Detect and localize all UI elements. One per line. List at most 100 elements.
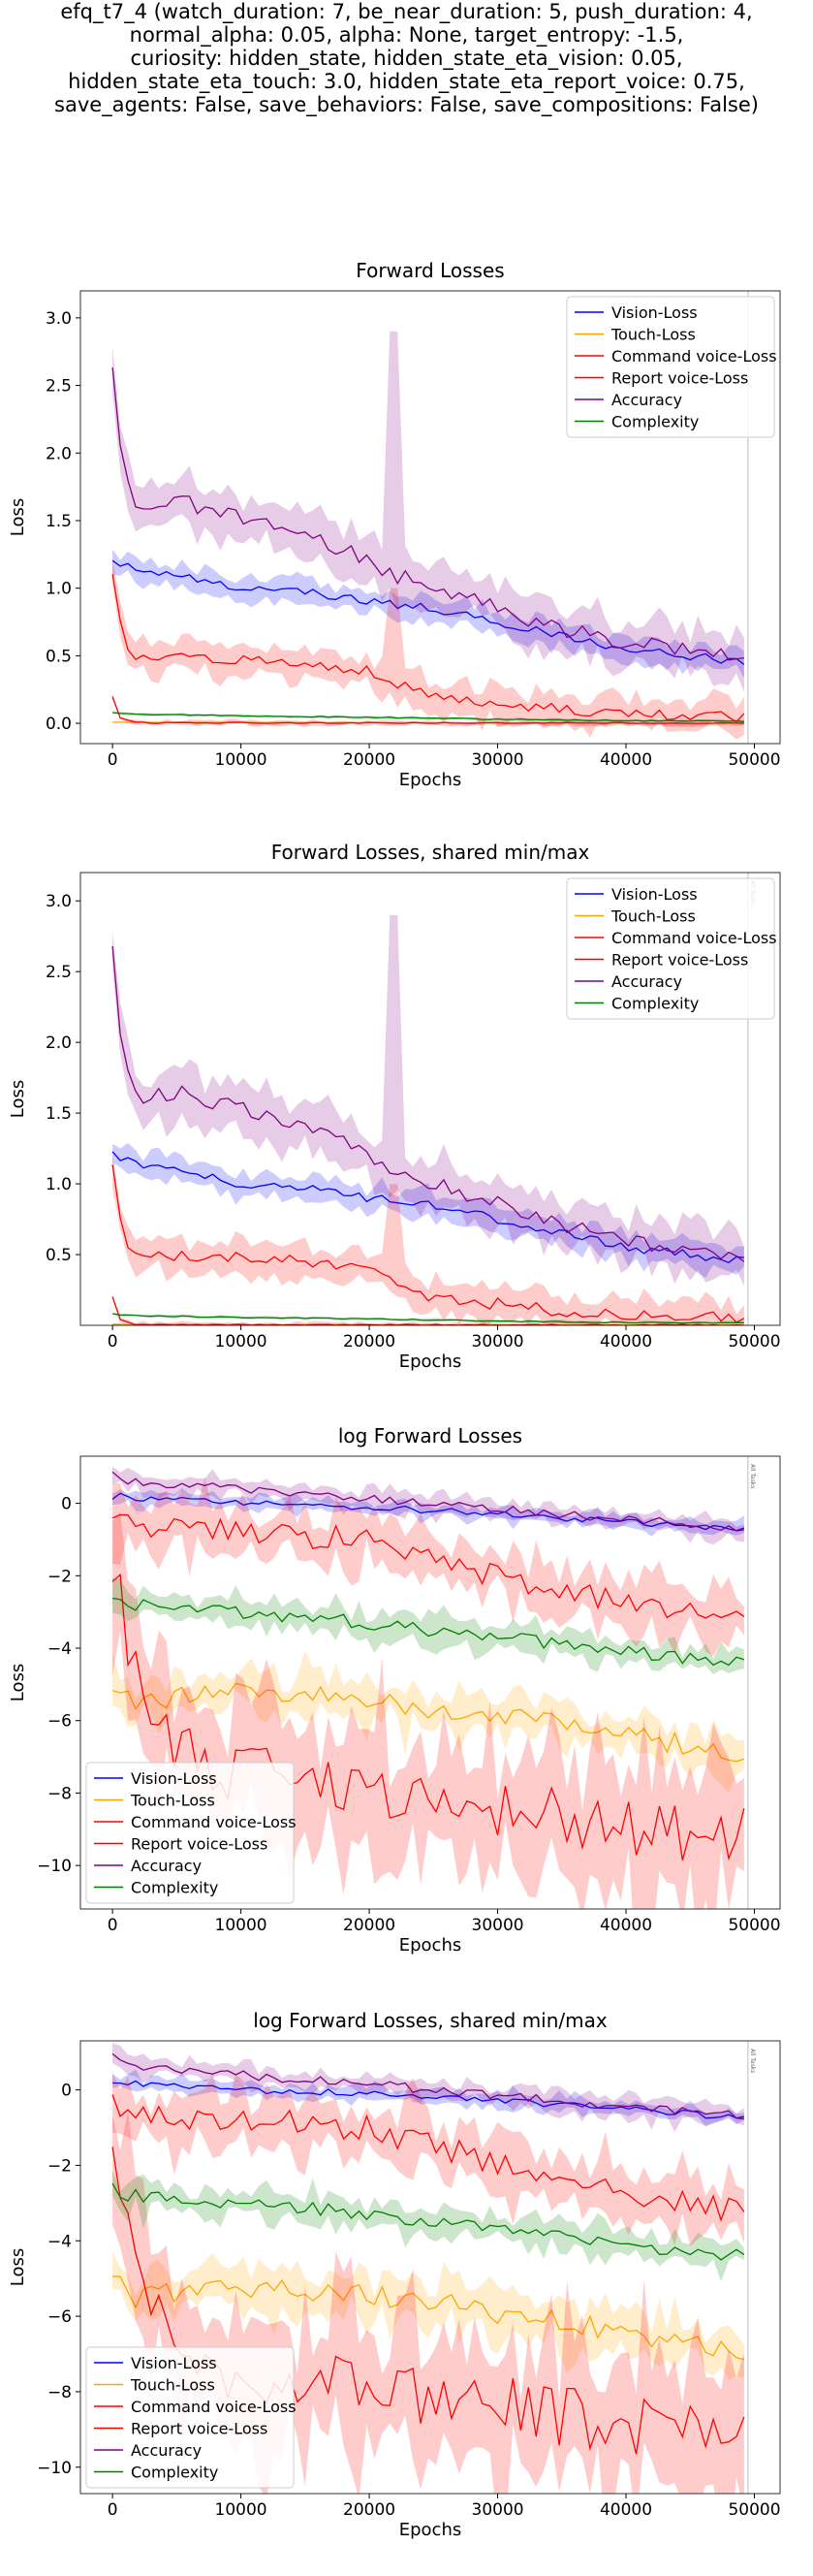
x-axis-label: Epochs [399, 1935, 462, 1956]
chart-title: log Forward Losses [338, 1427, 522, 1447]
y-tick-label: 2.0 [46, 444, 72, 463]
y-tick-label: 2.5 [46, 377, 72, 397]
task-marker-label: All Tasks [749, 1464, 756, 1488]
chart-title: Forward Losses, shared min/max [271, 843, 590, 864]
legend-entry: Touch-Loss [130, 1792, 215, 1810]
x-axis-label: Epochs [399, 770, 462, 790]
y-tick-label: −2 [47, 1567, 72, 1586]
forward-losses-chart: Forward Losses 0 10000 20000 30000 40000 50000… [8, 262, 781, 790]
x-tick-label: 40000 [600, 2500, 652, 2520]
series-line-accuracy [111, 1471, 744, 1532]
chart-title: log Forward Losses, shared min/max [253, 2012, 608, 2032]
legend-entry: Vision-Loss [611, 303, 698, 322]
figure-title-line: save_agents: False, save_behaviors: Fals… [54, 93, 759, 116]
legend: Vision-Loss Touch-Loss Command voice-Loss R… [566, 877, 777, 1020]
series-line-complexity [111, 2182, 745, 2261]
x-tick-label: 10000 [215, 750, 267, 770]
x-tick-label: 50000 [728, 1916, 780, 1935]
x-tick-label: 20000 [343, 1916, 395, 1935]
y-tick-label: 0 [61, 1495, 72, 1514]
series-band-vision [112, 549, 744, 679]
figure-title-line: hidden_state_eta_touch: 3.0, hidden_stat… [68, 70, 745, 93]
x-tick-label: 40000 [600, 1916, 652, 1935]
x-tick-label: 40000 [600, 750, 652, 770]
series-line-touch [112, 2275, 745, 2361]
legend-entry: Complexity [131, 2464, 218, 2482]
legend-box [566, 877, 775, 1020]
series-line-complexity [112, 712, 744, 723]
x-tick-label: 0 [108, 750, 118, 770]
legend-entry: Report voice-Loss [611, 369, 748, 388]
figure-title-line: efq_t7_4 (watch_duration: 7, be_near_dur… [60, 0, 753, 23]
series-band-complexity [112, 1577, 744, 1674]
x-tick-label: 50000 [728, 2500, 780, 2520]
y-tick-label: 0 [61, 2082, 72, 2101]
legend-entry: Vision-Loss [611, 885, 698, 904]
x-tick-label: 20000 [343, 1332, 395, 1352]
y-tick-label: 3.0 [46, 309, 72, 329]
series-line-command [111, 1164, 745, 1323]
series-line-accuracy [111, 366, 744, 661]
legend-entry: Complexity [611, 995, 699, 1013]
figure-title-line: curiosity: hidden_state, hidden_state_et… [130, 47, 683, 70]
series-line-vision [111, 1151, 744, 1264]
y-tick-label: 0.5 [46, 1246, 72, 1265]
plot-area [111, 331, 745, 740]
legend-entry: Vision-Loss [131, 2354, 217, 2372]
series-band-accuracy [112, 2043, 744, 2132]
figure-title-line: normal_alpha: 0.05, alpha: None, target_… [129, 23, 684, 47]
series-band-complexity [112, 1313, 744, 1324]
axes-frame [79, 2040, 781, 2495]
series-line-vision [111, 1492, 745, 1532]
y-tick-label: 1.5 [46, 1104, 72, 1124]
x-tick-label: 30000 [472, 2500, 524, 2520]
legend: Vision-Loss Touch-Loss Command voice-Loss R… [85, 1762, 297, 1904]
legend-entry: Report voice-Loss [611, 951, 748, 970]
legend-box [85, 2346, 295, 2489]
x-axis-label: Epochs [399, 2520, 462, 2540]
legend-box [566, 296, 775, 438]
y-axis-label: Loss [8, 1080, 28, 1118]
series-band-vision [112, 1488, 744, 1537]
legend-entry: Report voice-Loss [131, 2420, 267, 2438]
series-line-command [111, 1513, 745, 1619]
series-band-report [112, 694, 744, 728]
y-tick-label: 2.5 [46, 963, 72, 982]
y-tick-label: −6 [47, 2307, 72, 2327]
y-tick-label: 1.0 [46, 580, 72, 599]
legend-entry: Accuracy [611, 972, 682, 991]
series-line-report [111, 696, 744, 724]
series-line-vision [111, 559, 745, 665]
x-tick-label: 30000 [472, 1332, 524, 1352]
x-tick-label: 20000 [343, 2500, 395, 2520]
legend-box [85, 1762, 295, 1904]
series-band-vision [112, 1143, 744, 1278]
log-forward-losses-chart: log Forward Losses All Tasks 0 10000 20000 30… [8, 1427, 781, 1956]
legend-entry: Command voice-Loss [611, 929, 777, 947]
x-tick-label: 50000 [728, 750, 780, 770]
y-axis-label: Loss [8, 498, 28, 536]
chart-title: Forward Losses [356, 262, 504, 282]
series-band-accuracy [112, 331, 744, 692]
x-tick-label: 0 [108, 1916, 118, 1935]
y-tick-label: −8 [47, 1784, 72, 1803]
legend-entry: Touch-Loss [610, 907, 696, 926]
series-line-command [111, 2094, 745, 2222]
legend-entry: Report voice-Loss [131, 1835, 267, 1854]
y-tick-label: −10 [37, 1857, 72, 1876]
y-tick-label: −6 [47, 1712, 72, 1732]
series-band-command [112, 2073, 744, 2246]
axes-frame [79, 290, 781, 745]
x-tick-label: 10000 [215, 1916, 267, 1935]
series-line-touch [111, 1682, 745, 1763]
legend-entry: Touch-Loss [610, 326, 696, 344]
legend-entry: Command voice-Loss [131, 2398, 297, 2416]
x-tick-label: 0 [108, 1332, 118, 1352]
series-line-accuracy [111, 2052, 744, 2120]
x-tick-label: 10000 [215, 1332, 267, 1352]
legend: Vision-Loss Touch-Loss Command voice-Loss R… [85, 2346, 297, 2489]
series-line-accuracy [111, 945, 745, 1262]
y-tick-label: 1.0 [46, 1175, 72, 1194]
legend-entry: Vision-Loss [131, 1769, 217, 1788]
x-tick-label: 30000 [472, 1916, 524, 1935]
